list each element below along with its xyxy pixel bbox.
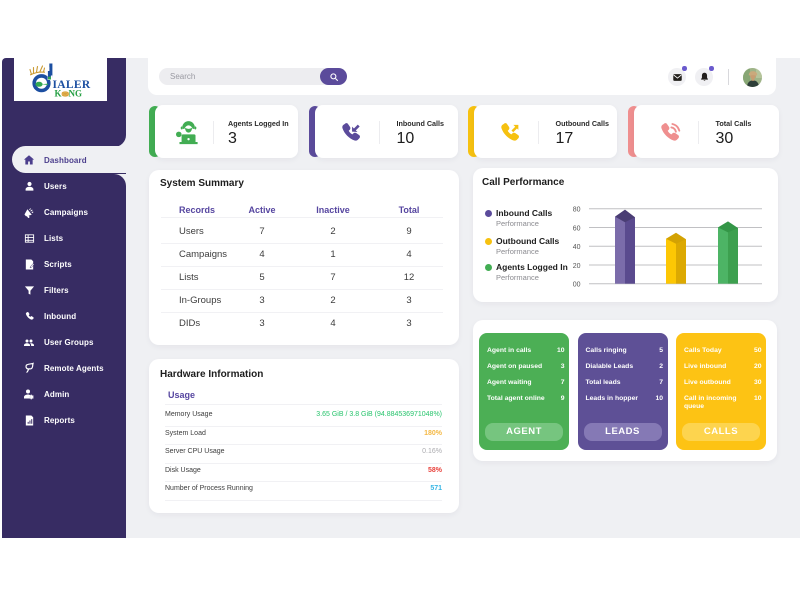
svg-text:60: 60 bbox=[573, 225, 581, 232]
svg-text:00: 00 bbox=[573, 282, 581, 289]
svg-text:NG: NG bbox=[69, 89, 83, 99]
svg-text:IALER: IALER bbox=[53, 79, 91, 91]
svg-text:20: 20 bbox=[573, 263, 581, 270]
svg-text:K: K bbox=[55, 89, 62, 99]
svg-text:80: 80 bbox=[573, 207, 581, 214]
svg-text:⛂: ⛂ bbox=[62, 89, 70, 99]
svg-text:40: 40 bbox=[573, 244, 581, 251]
